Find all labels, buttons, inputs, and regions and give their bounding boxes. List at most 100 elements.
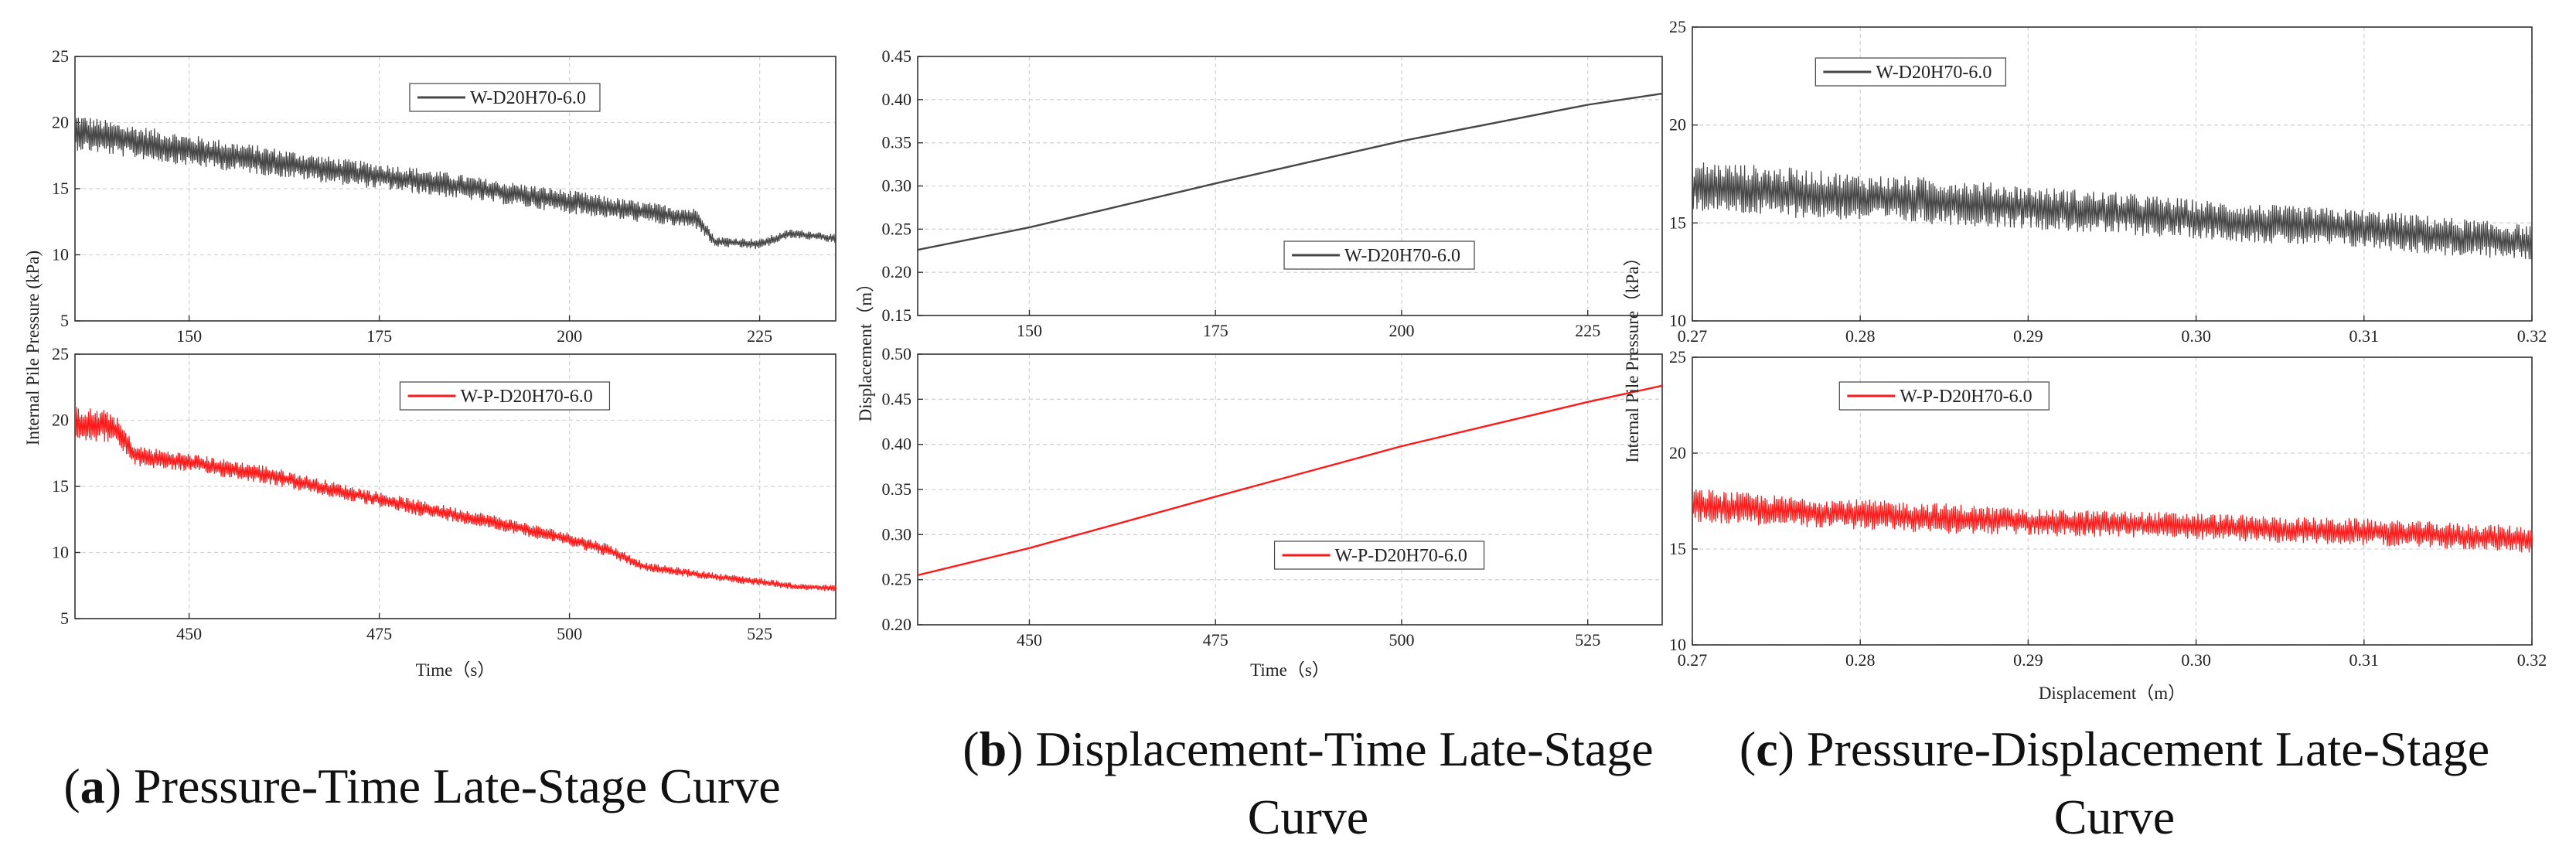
x-tick-label: 225 xyxy=(1575,321,1600,340)
caption-c: (c) Pressure-Displacement Late-Stage Cur… xyxy=(1739,721,2489,844)
y-axis-title: Internal Pile Pressure（kPa） xyxy=(1623,248,1642,462)
x-axis-title: Time（s） xyxy=(416,660,496,680)
y-tick-label: 20 xyxy=(1669,115,1686,135)
chart-a-top: 150 175 200 225 5 10 15 20 25 Internal Pile Press… xyxy=(23,46,837,445)
x-tick-label: 0.31 xyxy=(2349,650,2380,670)
x-axis-title: Displacement（m） xyxy=(2039,684,2186,703)
y-tick-label: 15 xyxy=(52,476,69,496)
x-tick-label: 0.27 xyxy=(1678,326,1708,346)
y-axis-title: Internal Pile Pressure (kPa) xyxy=(23,251,43,445)
y-tick-label: 25 xyxy=(52,46,69,66)
y-tick-label: 10 xyxy=(1669,635,1686,654)
chart-c-bottom: 0.27 0.28 0.29 0.30 0.31 0.32 10 15 20 25 Displace… xyxy=(1669,347,2547,703)
y-tick-label: 0.45 xyxy=(882,389,912,408)
x-axis-title: Time（s） xyxy=(1250,660,1330,680)
y-tick-label: 20 xyxy=(52,113,69,132)
series-line-b-top xyxy=(918,92,1662,251)
y-tick-label: 0.15 xyxy=(882,305,912,325)
chart-b-top: 150 175 200 225 0.15 0.20 0.25 0.30 0.35 0.40 0.45… xyxy=(856,46,1663,421)
x-tick-label: 175 xyxy=(366,326,392,346)
x-tick-label: 0.32 xyxy=(2517,326,2547,346)
x-tick-label: 0.27 xyxy=(1678,650,1708,670)
y-tick-label: 10 xyxy=(1669,311,1686,330)
chart-c-top: 0.27 0.28 0.29 0.30 0.31 0.32 10 15 20 25 Internal… xyxy=(1623,17,2547,463)
x-tick-label: 0.29 xyxy=(2013,326,2043,346)
y-tick-label: 0.40 xyxy=(882,435,912,454)
y-tick-label: 15 xyxy=(1669,213,1686,232)
y-tick-label: 0.30 xyxy=(882,176,912,196)
x-tick-label: 0.31 xyxy=(2349,326,2380,346)
x-tick-label: 150 xyxy=(176,326,202,346)
legend-label: W-P-D20H70-6.0 xyxy=(460,387,592,407)
charts-layer: 150 175 200 225 5 10 15 20 25 Internal Pile Press… xyxy=(23,17,2547,703)
x-tick-label: 150 xyxy=(1017,321,1042,340)
x-tick-label: 0.30 xyxy=(2181,650,2211,670)
legend-label: W-P-D20H70-6.0 xyxy=(1900,387,2032,407)
caption-c-title-line2: Curve xyxy=(2054,789,2175,844)
y-tick-label: 0.20 xyxy=(882,262,912,281)
x-tick-label: 525 xyxy=(747,624,772,643)
x-tick-label: 200 xyxy=(1389,321,1414,340)
caption-b: (b) Displacement-Time Late-Stage Curve xyxy=(963,721,1653,844)
series-line-b-bottom xyxy=(918,384,1662,576)
y-tick-label: 10 xyxy=(52,245,69,264)
y-tick-label: 15 xyxy=(1669,539,1686,558)
x-tick-label: 450 xyxy=(176,624,202,643)
legend-a-top: W-D20H70-6.0 xyxy=(409,83,601,112)
x-tick-label: 0.32 xyxy=(2517,650,2547,670)
x-tick-label: 0.28 xyxy=(1845,650,1876,670)
y-tick-label: 0.30 xyxy=(882,524,912,544)
caption-a-letter: a xyxy=(80,759,105,813)
legend-a-bottom: W-P-D20H70-6.0 xyxy=(399,381,611,411)
caption-a: (a) Pressure-Time Late-Stage Curve xyxy=(63,759,780,813)
caption-a-title: Pressure-Time Late-Stage Curve xyxy=(134,759,781,813)
y-tick-label: 0.35 xyxy=(882,479,912,499)
x-tick-label: 450 xyxy=(1017,630,1042,650)
y-tick-label: 20 xyxy=(52,411,69,430)
legend-b-bottom: W-P-D20H70-6.0 xyxy=(1273,541,1485,570)
y-tick-label: 5 xyxy=(60,609,69,628)
x-tick-label: 200 xyxy=(557,326,582,346)
chart-a-bottom: 450 475 500 525 5 10 15 20 25 Time（s） W-P-D20H70-6… xyxy=(52,344,837,680)
y-tick-label: 10 xyxy=(52,543,69,562)
caption-c-title-line1: Pressure-Displacement Late-Stage xyxy=(1807,721,2489,776)
y-tick-label: 0.50 xyxy=(882,344,912,363)
y-tick-label: 25 xyxy=(1669,347,1686,367)
legend-c-bottom: W-P-D20H70-6.0 xyxy=(1838,381,2050,411)
legend-c-top: W-D20H70-6.0 xyxy=(1814,57,2006,87)
caption-b-line1: (b) Displacement-Time Late-Stage xyxy=(963,721,1653,776)
caption-b-title-line1: Displacement-Time Late-Stage xyxy=(1036,721,1654,776)
legend-label: W-D20H70-6.0 xyxy=(1876,63,1992,83)
series-line-c-top xyxy=(1692,161,2532,260)
y-tick-label: 20 xyxy=(1669,443,1686,462)
y-tick-label: 0.25 xyxy=(882,570,912,589)
y-tick-label: 15 xyxy=(52,179,69,198)
caption-c-letter: c xyxy=(1756,721,1777,776)
y-tick-label: 0.40 xyxy=(882,90,912,109)
chart-b-bottom: 450 475 500 525 0.20 0.25 0.30 0.35 0.40 0.45 0.50… xyxy=(882,344,1663,680)
caption-c-line1: (c) Pressure-Displacement Late-Stage xyxy=(1739,721,2489,776)
legend-label: W-D20H70-6.0 xyxy=(1344,246,1460,266)
legend-label: W-D20H70-6.0 xyxy=(470,88,586,108)
y-tick-label: 0.35 xyxy=(882,133,912,152)
plot-frame xyxy=(1692,356,2533,646)
legend-label: W-P-D20H70-6.0 xyxy=(1335,546,1467,566)
x-tick-label: 525 xyxy=(1575,630,1600,650)
caption-b-letter: b xyxy=(980,721,1007,776)
series-line-c-bottom xyxy=(1692,489,2532,553)
x-tick-label: 175 xyxy=(1203,321,1228,340)
caption-b-title-line2: Curve xyxy=(1248,789,1368,844)
y-tick-label: 0.25 xyxy=(882,219,912,238)
y-tick-label: 0.45 xyxy=(882,46,912,66)
x-tick-label: 225 xyxy=(747,326,772,346)
legend-b-top: W-D20H70-6.0 xyxy=(1283,240,1475,270)
x-tick-label: 500 xyxy=(557,624,582,643)
y-tick-label: 25 xyxy=(52,344,69,363)
caption-a-text: (a) Pressure-Time Late-Stage Curve xyxy=(63,759,780,813)
y-tick-label: 0.20 xyxy=(882,615,912,634)
y-tick-label: 25 xyxy=(1669,17,1686,36)
x-tick-label: 500 xyxy=(1389,630,1414,650)
x-tick-label: 0.29 xyxy=(2013,650,2043,670)
y-tick-label: 5 xyxy=(60,311,69,330)
